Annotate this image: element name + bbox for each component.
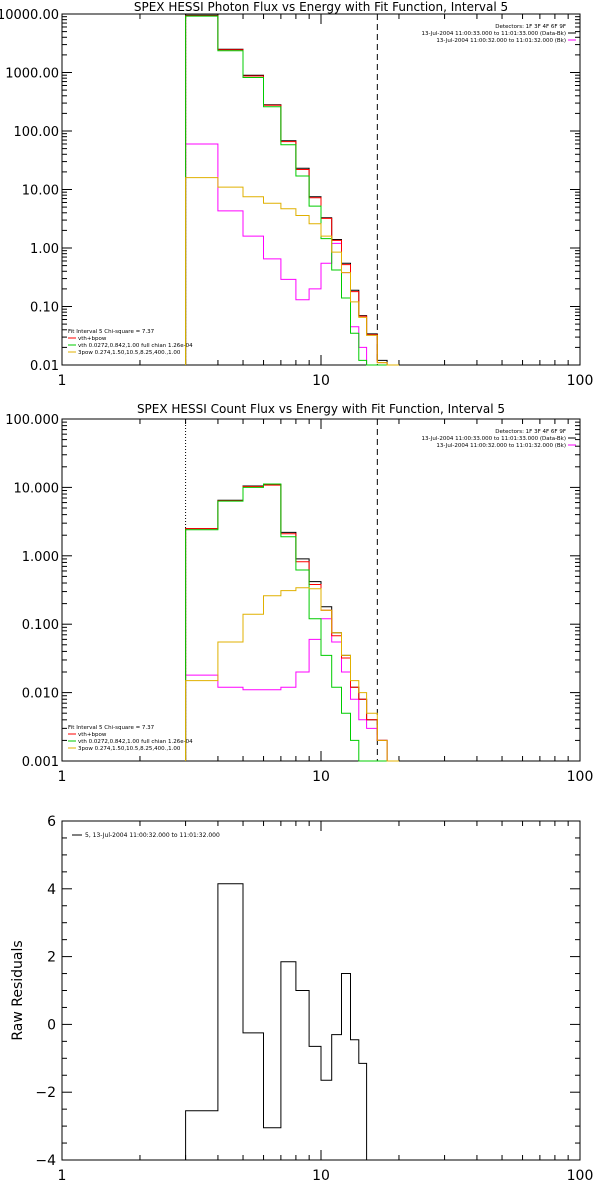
x-tick-label: 1	[58, 1168, 67, 1184]
y-tick-label: 10000.00	[0, 8, 59, 23]
series-line-3pow	[185, 177, 399, 366]
x-tick-label: 100	[567, 769, 594, 785]
series-line-bk	[185, 618, 399, 762]
plot-frame	[61, 820, 581, 1161]
series-line-bk	[185, 143, 399, 366]
y-axis-label: Raw Residuals	[10, 940, 26, 1040]
legend-bottom-text: vth+bpow	[78, 336, 107, 342]
y-tick-label: 2	[47, 950, 56, 966]
plot-frame	[61, 13, 581, 366]
series-group	[185, 483, 399, 762]
y-tick-label: −4	[35, 1153, 56, 1169]
x-tick-label: 100	[567, 1168, 594, 1184]
legend-top-text: 13-Jul-2004 11:00:32.000 to 11:01:32.000…	[436, 443, 566, 449]
x-tick-label: 10	[312, 769, 330, 785]
y-tick-label: 0.010	[22, 687, 59, 702]
legend-bottom-text: 3pow 0.274,1.50,10.5,8.25,400.,1.00	[78, 746, 181, 752]
legend-bottom-text: vth 0.0272,0.842,1.00 full chian 1.26e-0…	[78, 739, 193, 745]
y-tick-label: 10.00	[22, 184, 59, 199]
y-tick-label: 10.000	[14, 481, 60, 496]
legend-top-text: Detectors: 1F 3F 4F 6F 9F	[495, 24, 566, 30]
y-tick-label: 1000.00	[5, 67, 59, 82]
legend-top-text: Detectors: 1F 3F 4F 6F 9F	[495, 429, 566, 435]
legend-bottom-text: Fit Interval 5 Chi-square = 7.37	[68, 725, 155, 731]
y-tick-label: 0.001	[22, 755, 59, 770]
legend-top-text: 13-Jul-2004 11:00:32.000 to 11:01:32.000…	[436, 38, 566, 44]
x-tick-label: 1	[58, 373, 67, 389]
legend-bottom-text: Fit Interval 5 Chi-square = 7.37	[68, 329, 155, 335]
series-line-vth	[185, 15, 399, 366]
y-tick-label: 100.000	[5, 413, 59, 428]
legend-top-text: 13-Jul-2004 11:00:33.000 to 11:01:33.000…	[422, 31, 567, 37]
y-tick-label: 0	[47, 1017, 56, 1033]
x-tick-label: 100	[567, 373, 594, 389]
y-tick-label: 4	[47, 882, 56, 898]
y-tick-label: 0.01	[30, 359, 59, 374]
x-tick-label: 1	[58, 769, 67, 785]
chart-title: SPEX HESSI Photon Flux vs Energy with Fi…	[134, 0, 508, 14]
series-line-3pow	[185, 587, 399, 762]
series-group	[185, 14, 399, 366]
chart-title: SPEX HESSI Count Flux vs Energy with Fit…	[137, 402, 505, 416]
photon-flux-chart: SPEX HESSI Photon Flux vs Energy with Fi…	[0, 0, 594, 389]
legend-text: 5, 13-Jul-2004 11:00:32.000 to 11:01:32.…	[85, 832, 220, 839]
legend-top-text: 13-Jul-2004 11:00:33.000 to 11:01:33.000…	[422, 436, 567, 442]
legend-bottom-text: vth 0.0272,0.842,1.00 full chian 1.26e-0…	[78, 343, 193, 349]
y-tick-label: 0.10	[30, 301, 59, 316]
legend-bottom-text: 3pow 0.274,1.50,10.5,8.25,400.,1.00	[78, 350, 181, 356]
y-tick-label: 6	[47, 814, 56, 830]
x-tick-label: 10	[312, 1168, 330, 1184]
series-group	[185, 883, 378, 1161]
y-tick-label: 100.00	[14, 125, 60, 140]
legend-bottom-text: vth+bpow	[78, 732, 107, 738]
y-tick-label: −2	[35, 1085, 56, 1101]
series-line-5-13-jul-2004-11-00-32-000-to-11-01-32-000	[185, 883, 378, 1161]
x-tick-label: 10	[312, 373, 330, 389]
y-tick-label: 0.100	[22, 618, 59, 633]
count-flux-chart: SPEX HESSI Count Flux vs Energy with Fit…	[5, 402, 594, 785]
y-tick-label: 1.000	[22, 550, 59, 565]
series-line-vth	[185, 483, 399, 762]
y-tick-label: 1.00	[30, 242, 59, 257]
residuals-chart: 1 10 100 −4 −2 0 2 4 6 Raw Residuals 5, 13-Jul-200…	[10, 814, 594, 1184]
